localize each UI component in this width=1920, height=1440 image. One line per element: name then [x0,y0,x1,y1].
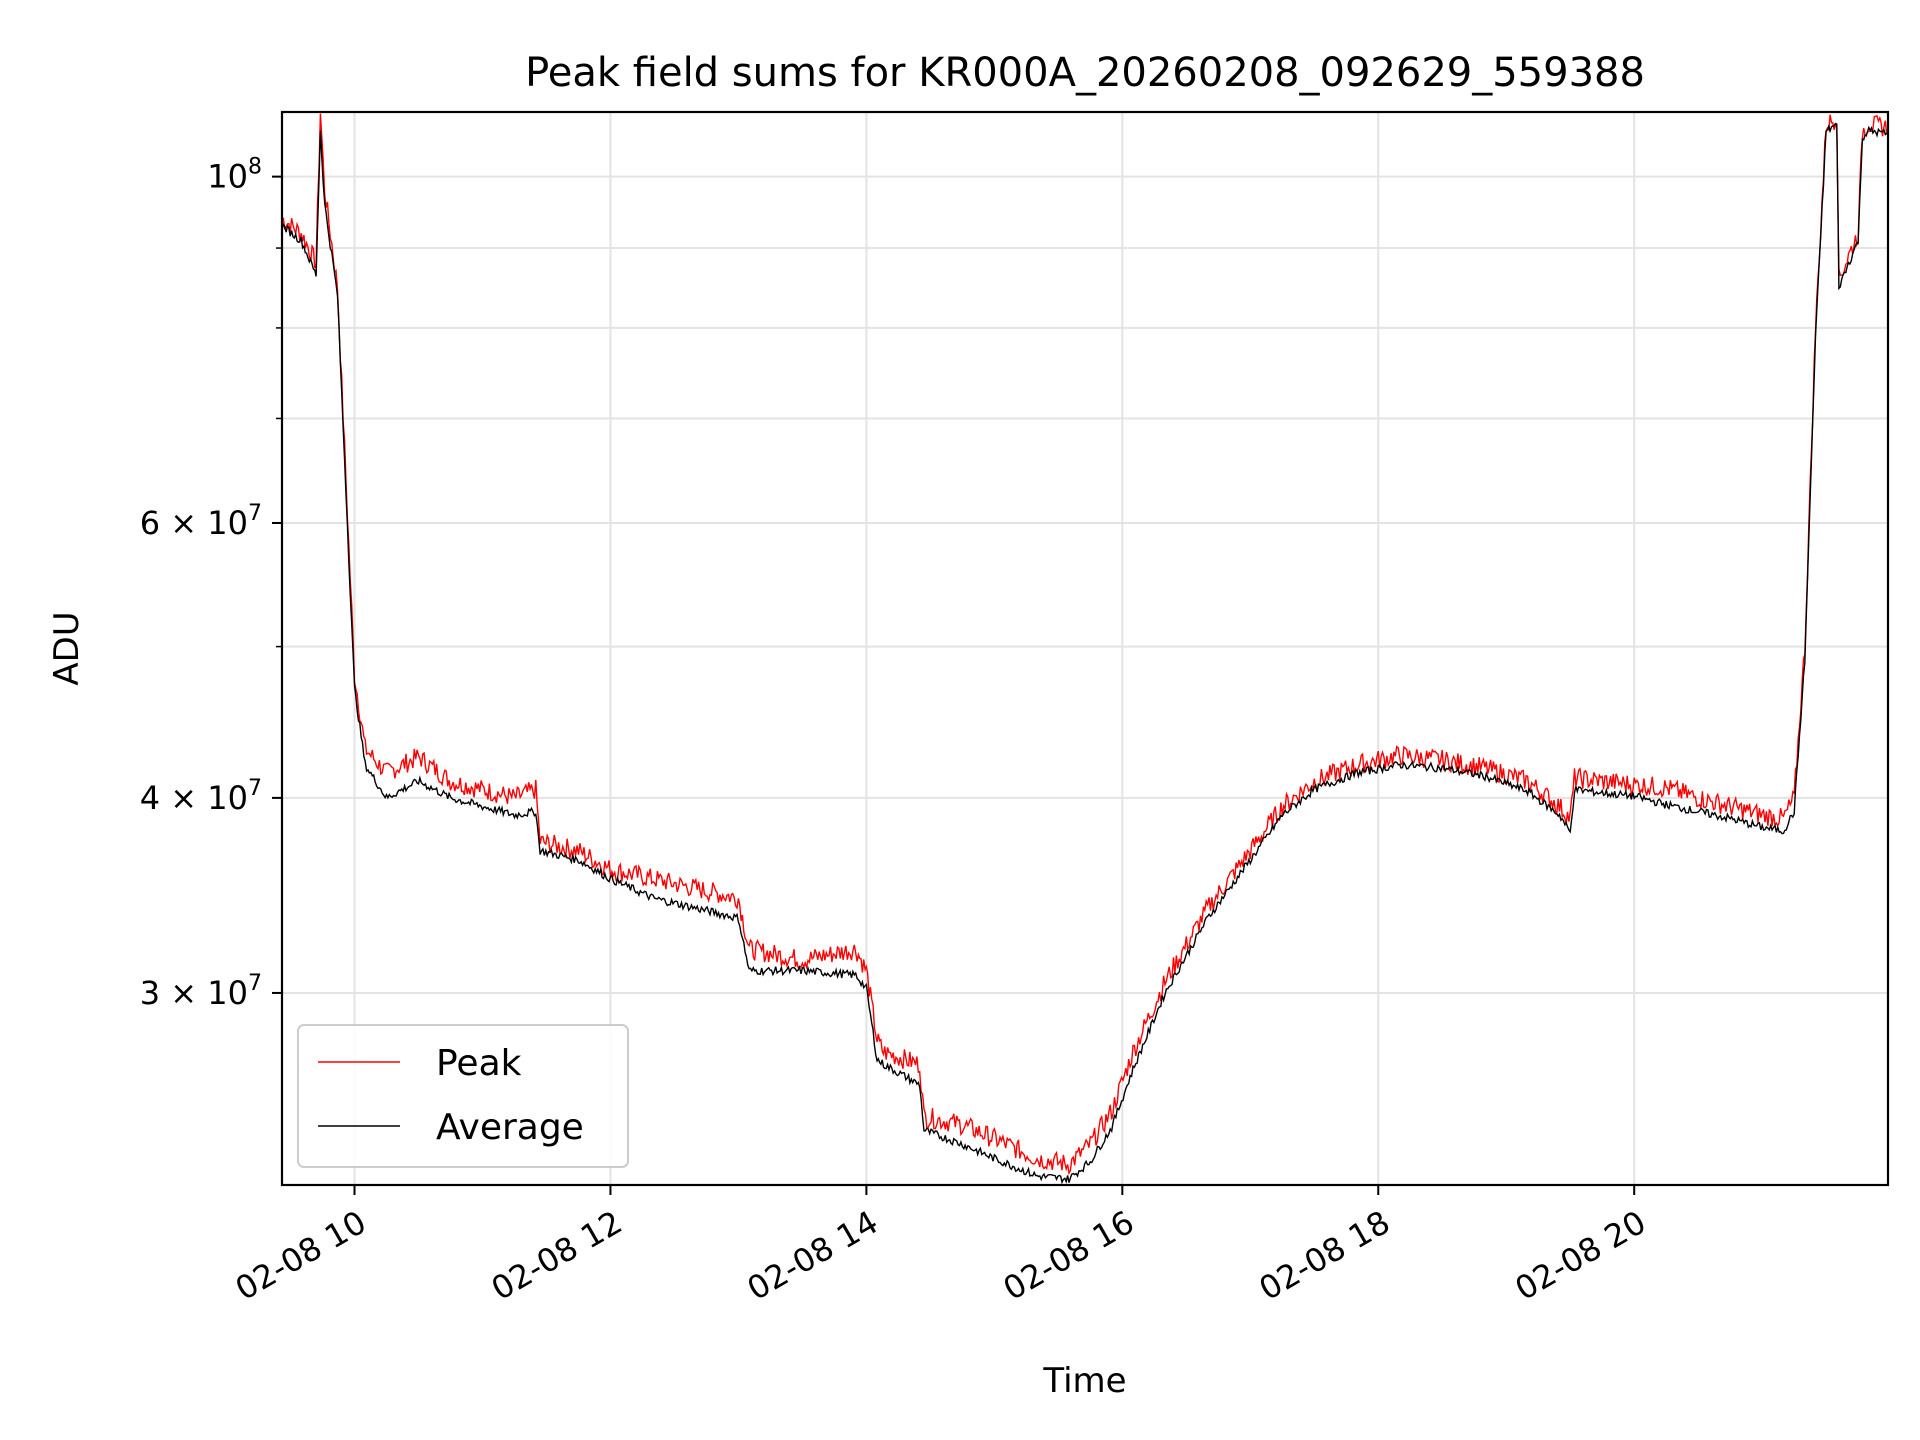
legend-label-average: Average [436,1107,584,1148]
legend: Peak Average [297,1024,629,1168]
y-tick-label: 6 × 107 [140,501,262,542]
chart-title: Peak field sums for KR000A_20260208_0926… [525,50,1645,96]
y-tick-label: 4 × 107 [140,776,262,817]
y-axis-label: ADU [47,611,87,685]
series-line-average [282,122,1888,1185]
legend-box [297,1024,629,1168]
grid [282,112,1888,1185]
series-line-peak [282,113,1888,1176]
plot-frame [280,110,1890,1187]
plot-series [282,113,1888,1185]
legend-label-peak: Peak [436,1043,522,1084]
y-tick-label: 3 × 107 [140,971,262,1012]
x-axis-label: Time [1042,1361,1126,1401]
